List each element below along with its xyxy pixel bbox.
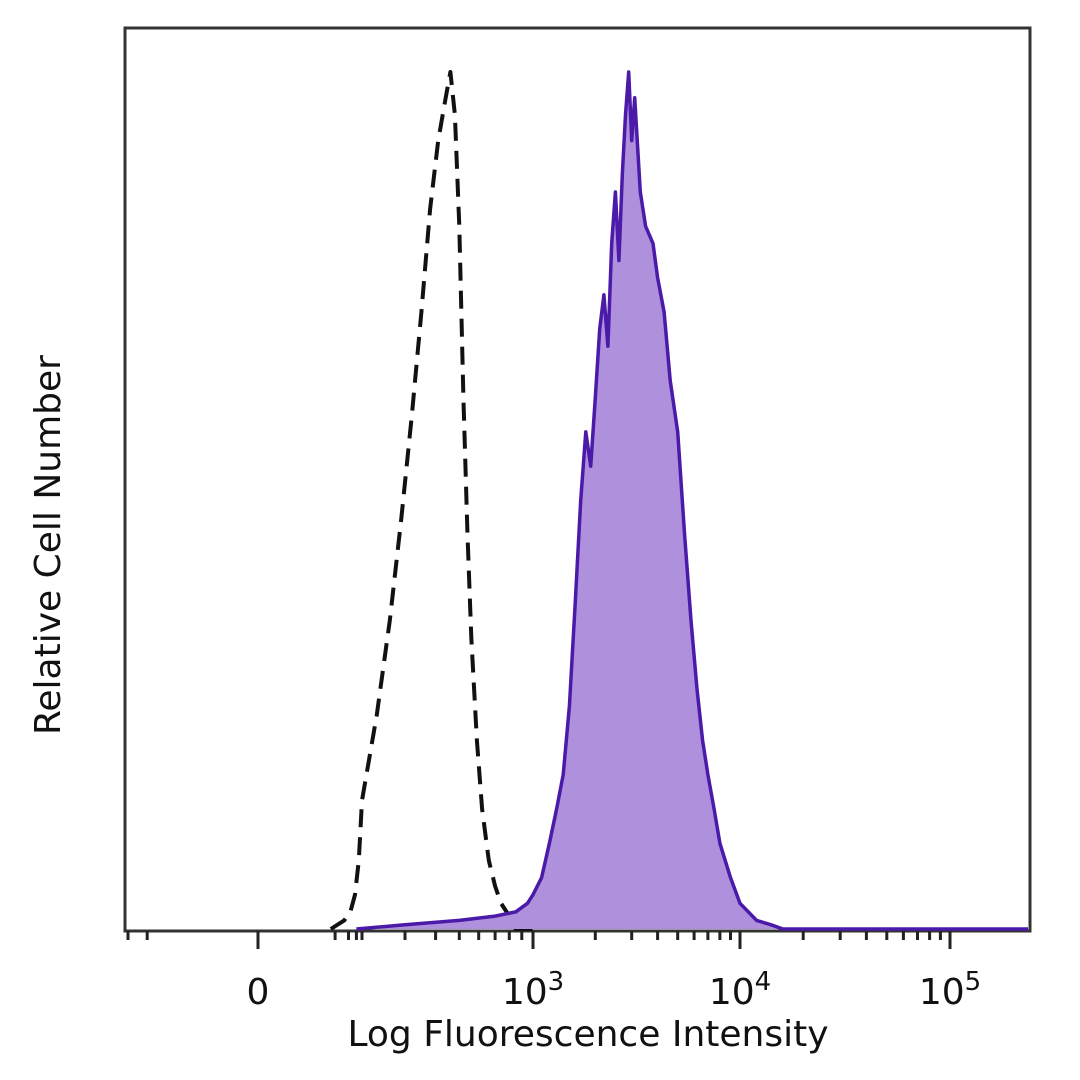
x-axis-label: Log Fluorescence Intensity bbox=[347, 1014, 828, 1055]
series-2-area bbox=[356, 72, 1028, 929]
x-tick-label-2: 104 bbox=[709, 967, 771, 1013]
x-tick-label-3: 105 bbox=[919, 967, 981, 1013]
series-1-line bbox=[329, 70, 533, 931]
x-axis-ticks bbox=[126, 931, 952, 949]
x-tick-label-0: 0 bbox=[247, 972, 270, 1013]
x-axis-tick-labels: 0 103 104 105 bbox=[247, 967, 982, 1013]
x-tick-label-1: 103 bbox=[502, 967, 564, 1013]
plot-frame bbox=[123, 26, 1032, 933]
series-layer bbox=[329, 70, 1028, 931]
plot-area bbox=[123, 26, 1032, 933]
series-2-line bbox=[356, 70, 1028, 931]
y-axis-label: Relative Cell Number bbox=[28, 355, 69, 735]
